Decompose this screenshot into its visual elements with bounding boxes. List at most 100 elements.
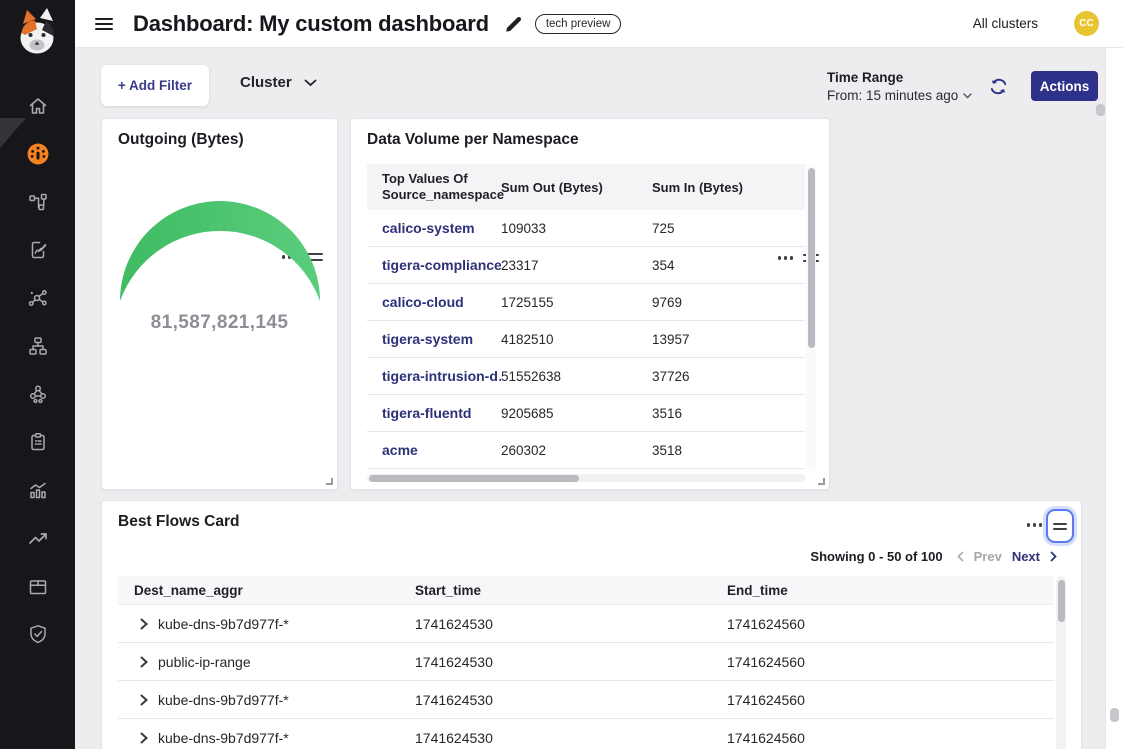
add-filter-button[interactable]: + Add Filter — [101, 65, 209, 106]
chevron-down-icon — [304, 79, 317, 86]
time-range-dropdown[interactable]: From: 15 minutes ago — [827, 88, 973, 103]
chevron-left-icon[interactable] — [956, 551, 964, 562]
table-row[interactable]: tigera-compliance 23317 354 — [367, 247, 805, 284]
chevron-right-icon — [140, 732, 148, 743]
chevron-right-icon[interactable] — [1050, 551, 1057, 562]
scrollbar-thumb[interactable] — [1057, 580, 1065, 622]
page-title: Dashboard: My custom dashboard — [133, 10, 489, 36]
avatar[interactable]: CC — [1074, 11, 1099, 36]
network-topology-icon — [28, 193, 47, 211]
policy-edit-icon — [31, 241, 47, 259]
sidebar-item-compliance[interactable] — [0, 418, 75, 466]
row-expand-chevron[interactable] — [118, 732, 158, 744]
table-row[interactable]: kube-dns-9b7d977f-* 1741624530 174162456… — [118, 681, 1054, 719]
content-scrollbar-thumb[interactable] — [1096, 104, 1105, 116]
workload-cluster-icon — [29, 385, 46, 404]
compliance-clipboard-icon — [30, 433, 45, 451]
sidebar-item-policies[interactable] — [0, 226, 75, 274]
card-menu-icon[interactable] — [778, 253, 794, 263]
edit-pencil-icon[interactable] — [503, 14, 523, 34]
scrollbar-thumb[interactable] — [369, 474, 579, 482]
namespace-link[interactable]: tigera-compliance — [382, 257, 501, 273]
card-resize-handle[interactable] — [326, 478, 333, 485]
sidebar-item-network-topology[interactable] — [0, 178, 75, 226]
cluster-dropdown-label: Cluster — [240, 74, 292, 91]
calico-cat-logo — [20, 8, 54, 54]
home-icon — [29, 98, 46, 114]
sidebar-item-service-graph[interactable] — [0, 274, 75, 322]
namespace-table: Top Values Of Source_namespace Sum Out (… — [367, 164, 805, 469]
table-row[interactable]: kube-dns-9b7d977f-* 1741624530 174162456… — [118, 719, 1054, 749]
vertical-scrollbar[interactable] — [806, 164, 816, 470]
column-header: End_time — [727, 582, 788, 598]
trending-up-icon — [28, 533, 47, 544]
security-shield-icon — [29, 625, 46, 644]
namespace-link[interactable]: tigera-system — [382, 331, 474, 347]
table-row[interactable]: calico-system 109033 725 — [367, 210, 805, 247]
card-title: Best Flows Card — [118, 513, 240, 530]
card-menu-icon[interactable] — [1027, 520, 1043, 530]
sidebar — [0, 0, 75, 749]
sidebar-item-storage[interactable] — [0, 562, 75, 610]
sidebar-item-workloads[interactable] — [0, 370, 75, 418]
cluster-dropdown[interactable]: Cluster — [240, 74, 317, 91]
namespace-link[interactable]: acme — [382, 442, 418, 458]
sidebar-item-dashboards[interactable] — [0, 130, 75, 178]
namespace-link[interactable]: calico-system — [382, 220, 475, 236]
dashboard-gauge-icon — [27, 143, 48, 165]
row-expand-chevron[interactable] — [118, 656, 158, 668]
next-button[interactable]: Next — [1011, 549, 1040, 564]
actions-button[interactable]: Actions — [1031, 71, 1098, 101]
page-scrollbar[interactable] — [1105, 48, 1123, 749]
chevron-right-icon — [140, 618, 148, 629]
outgoing-bytes-card: Outgoing (Bytes) 81,587,821,145 — [101, 118, 338, 490]
sidebar-item-home[interactable] — [0, 82, 75, 130]
column-header: Top Values Of Source_namespace — [382, 170, 505, 202]
sidebar-item-sitemap[interactable] — [0, 322, 75, 370]
gauge-value: 81,587,821,145 — [150, 312, 289, 333]
vertical-scrollbar[interactable] — [1056, 576, 1066, 749]
sidebar-item-statistics[interactable] — [0, 466, 75, 514]
table-row[interactable]: tigera-intrusion-d… 51552638 37726 — [367, 358, 805, 395]
namespace-link[interactable]: tigera-intrusion-d… — [382, 368, 501, 384]
refresh-icon[interactable] — [988, 76, 1009, 97]
table-row[interactable]: tigera-system 4182510 13957 — [367, 321, 805, 358]
namespace-link[interactable]: calico-cloud — [382, 294, 464, 310]
best-flows-table: Dest_name_aggr Start_time End_time kube-… — [118, 576, 1054, 749]
namespace-link[interactable]: tigera-fluentd — [382, 405, 472, 421]
statistics-chart-icon — [29, 482, 46, 499]
table-header-row: Dest_name_aggr Start_time End_time — [118, 576, 1054, 605]
card-drag-handle-icon[interactable] — [307, 253, 323, 262]
scrollbar-thumb[interactable] — [1110, 708, 1119, 722]
table-row[interactable]: public-ip-range 1741624530 1741624560 — [118, 643, 1054, 681]
best-flows-card: Best Flows Card Showing 0 - 50 of 100 Pr… — [101, 500, 1082, 749]
column-header: Sum In (Bytes) — [652, 179, 744, 195]
table-row[interactable]: calico-cloud 1725155 9769 — [367, 284, 805, 321]
chevron-right-icon — [140, 656, 148, 667]
column-header: Start_time — [415, 582, 482, 598]
card-resize-handle[interactable] — [818, 478, 825, 485]
service-graph-icon — [28, 290, 47, 306]
horizontal-scrollbar[interactable] — [367, 474, 805, 482]
sidebar-item-security[interactable] — [0, 610, 75, 658]
table-row[interactable]: acme 260302 3518 — [367, 432, 805, 469]
sidebar-item-trends[interactable] — [0, 514, 75, 562]
pagination: Showing 0 - 50 of 100 Prev Next — [810, 549, 1057, 564]
pagination-status: Showing 0 - 50 of 100 — [810, 549, 943, 564]
table-row[interactable]: kube-dns-9b7d977f-* 1741624530 174162456… — [118, 605, 1054, 643]
chevron-right-icon — [140, 694, 148, 705]
scrollbar-thumb[interactable] — [807, 168, 815, 348]
data-volume-card: Data Volume per Namespace Top Values Of … — [350, 118, 830, 490]
table-row[interactable]: tigera-fluentd 9205685 3516 — [367, 395, 805, 432]
cluster-scope-selector[interactable]: All clusters — [972, 16, 1038, 31]
card-title: Data Volume per Namespace — [367, 131, 579, 148]
column-header: Sum Out (Bytes) — [501, 179, 603, 195]
row-expand-chevron[interactable] — [118, 694, 158, 706]
card-drag-handle-focused[interactable] — [1046, 509, 1074, 543]
sitemap-icon — [28, 337, 47, 355]
package-box-icon — [29, 580, 46, 595]
hamburger-menu-icon[interactable] — [93, 13, 115, 35]
prev-button[interactable]: Prev — [973, 549, 1002, 564]
row-expand-chevron[interactable] — [118, 618, 158, 630]
